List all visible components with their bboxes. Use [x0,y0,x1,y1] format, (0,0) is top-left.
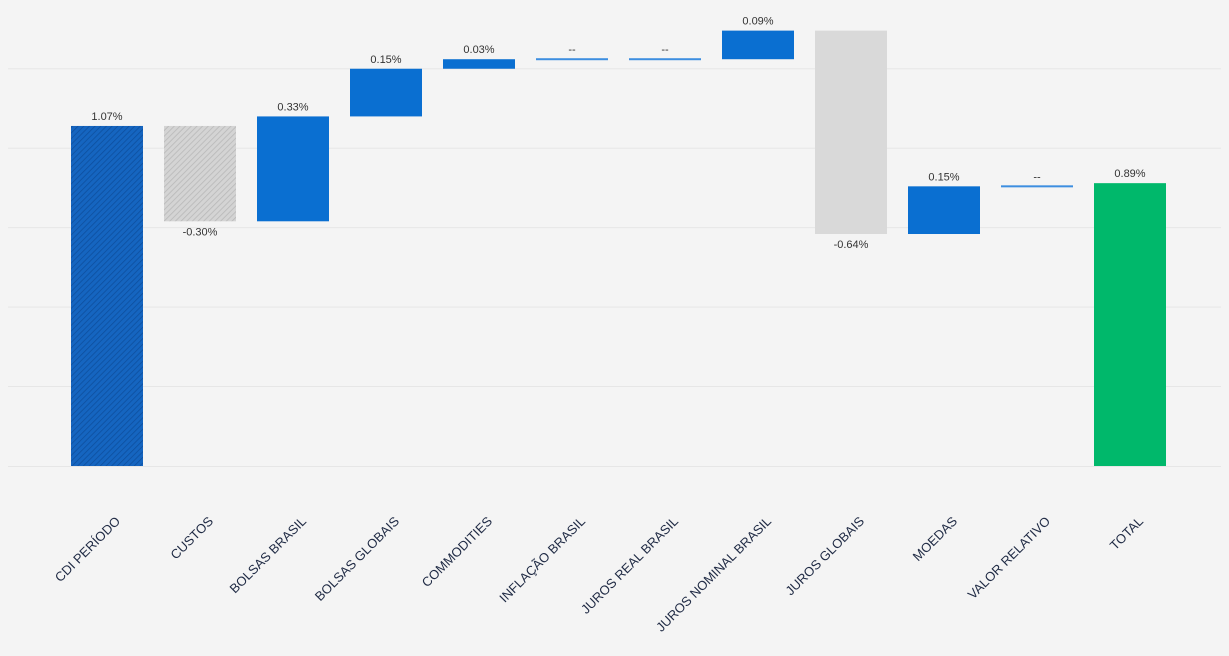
category-label: TOTAL [1107,514,1146,553]
x-axis-labels: CDI PERÍODO CUSTOS BOLSAS BRASIL BOLSAS GLO… [52,513,1146,634]
bar-10 [908,186,980,235]
bar-11 [1001,185,1073,188]
value-label: 0.89% [1114,168,1145,180]
category-label: MOEDAS [910,513,961,564]
value-labels: 1.07% -0.30% 0.33% 0.15% 0.03% -- -- 0.09% -0.64… [91,16,1145,251]
bar-3 [257,116,329,222]
value-label: 0.33% [277,101,308,113]
bar-7 [629,58,701,61]
category-label: COMMODITIES [419,513,496,590]
category-label: CDI PERÍODO [52,514,123,585]
value-label: -- [568,44,576,56]
category-label: BOLSAS BRASIL [226,514,309,597]
bars [71,30,1166,466]
bar-8 [722,30,794,60]
category-label: JUROS GLOBAIS [782,513,867,598]
bar-1 [71,125,143,466]
category-label: BOLSAS GLOBAIS [312,513,403,604]
value-label: 0.15% [928,171,959,183]
bar-4 [350,68,422,117]
category-label: VALOR RELATIVO [965,514,1053,602]
value-label: 1.07% [91,111,122,123]
bar-5 [443,59,515,69]
category-label: INFLAÇÃO BRASIL [496,514,588,606]
value-label: 0.09% [742,16,773,28]
bar-9 [815,30,887,235]
value-label: -0.64% [834,239,869,251]
bar-6 [536,58,608,61]
value-label: -- [1033,171,1041,183]
bar-2 [164,125,236,222]
value-label: -0.30% [183,226,218,238]
value-label: 0.15% [370,54,401,66]
category-label: CUSTOS [167,513,216,562]
value-label: -- [661,44,669,56]
bar-12 [1094,183,1166,466]
value-label: 0.03% [463,44,494,56]
category-label: JUROS REAL BRASIL [578,514,681,617]
